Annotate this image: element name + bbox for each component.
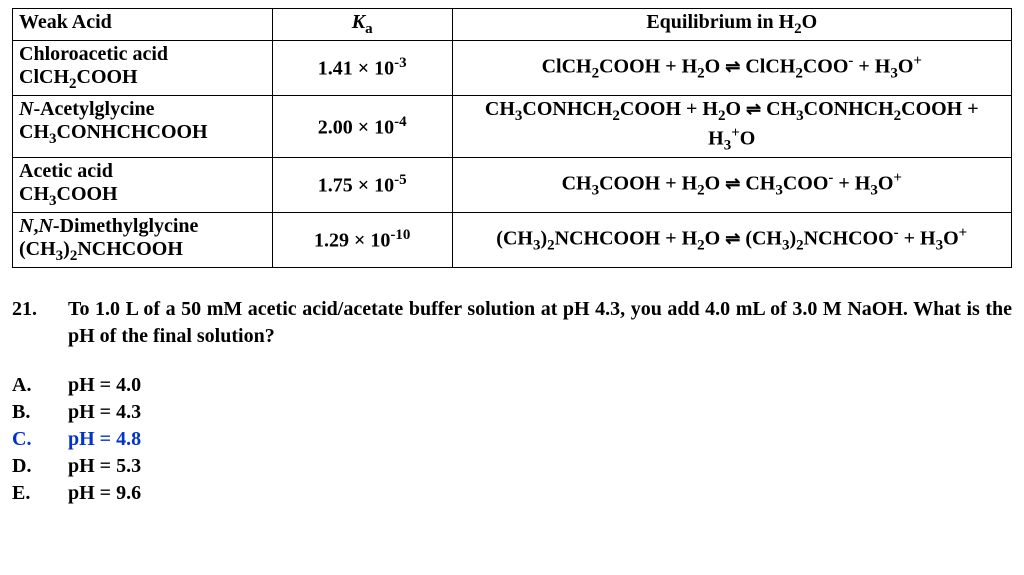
acid-name: N-AcetylglycineCH3CONHCHCOOH <box>13 96 273 158</box>
header-ka: Ka <box>272 9 452 41</box>
choice-text: pH = 4.3 <box>68 399 141 426</box>
table-row: Chloroacetic acidClCH2COOH 1.41 × 10-3 C… <box>13 41 1012 96</box>
choice-c: C. pH = 4.8 <box>12 426 1012 453</box>
question-number: 21. <box>12 296 68 350</box>
table-header-row: Weak Acid Ka Equilibrium in H2O <box>13 9 1012 41</box>
choice-text: pH = 4.0 <box>68 372 141 399</box>
choice-letter: E. <box>12 480 68 507</box>
choice-text: pH = 4.8 <box>68 426 141 453</box>
choice-text: pH = 9.6 <box>68 480 141 507</box>
acid-table: Weak Acid Ka Equilibrium in H2O Chloroac… <box>12 8 1012 268</box>
question-text: To 1.0 L of a 50 mM acetic acid/acetate … <box>68 296 1012 350</box>
table-row: N-AcetylglycineCH3CONHCHCOOH 2.00 × 10-4… <box>13 96 1012 158</box>
ka-value: 1.75 × 10-5 <box>272 157 452 212</box>
equilibrium-eq: ClCH2COOH + H2O ⇌ ClCH2COO- + H3O+ <box>452 41 1011 96</box>
equilibrium-eq: (CH3)2NCHCOOH + H2O ⇌ (CH3)2NCHCOO- + H3… <box>452 212 1011 267</box>
answer-choices: A. pH = 4.0 B. pH = 4.3 C. pH = 4.8 D. p… <box>12 372 1012 507</box>
choice-a: A. pH = 4.0 <box>12 372 1012 399</box>
choice-text: pH = 5.3 <box>68 453 141 480</box>
choice-d: D. pH = 5.3 <box>12 453 1012 480</box>
header-equilibrium: Equilibrium in H2O <box>452 9 1011 41</box>
choice-letter: C. <box>12 426 68 453</box>
choice-letter: D. <box>12 453 68 480</box>
table-row: N,N-Dimethylglycine(CH3)2NCHCOOH 1.29 × … <box>13 212 1012 267</box>
acid-name: N,N-Dimethylglycine(CH3)2NCHCOOH <box>13 212 273 267</box>
choice-e: E. pH = 9.6 <box>12 480 1012 507</box>
acid-name: Chloroacetic acidClCH2COOH <box>13 41 273 96</box>
header-weak-acid: Weak Acid <box>13 9 273 41</box>
ka-value: 1.29 × 10-10 <box>272 212 452 267</box>
ka-value: 2.00 × 10-4 <box>272 96 452 158</box>
choice-b: B. pH = 4.3 <box>12 399 1012 426</box>
equilibrium-eq: CH3CONHCH2COOH + H2O ⇌ CH3CONHCH2COOH +H… <box>452 96 1011 158</box>
table-row: Acetic acidCH3COOH 1.75 × 10-5 CH3COOH +… <box>13 157 1012 212</box>
acid-name: Acetic acidCH3COOH <box>13 157 273 212</box>
choice-letter: A. <box>12 372 68 399</box>
question-block: 21. To 1.0 L of a 50 mM acetic acid/acet… <box>12 296 1012 350</box>
choice-letter: B. <box>12 399 68 426</box>
equilibrium-eq: CH3COOH + H2O ⇌ CH3COO- + H3O+ <box>452 157 1011 212</box>
ka-value: 1.41 × 10-3 <box>272 41 452 96</box>
